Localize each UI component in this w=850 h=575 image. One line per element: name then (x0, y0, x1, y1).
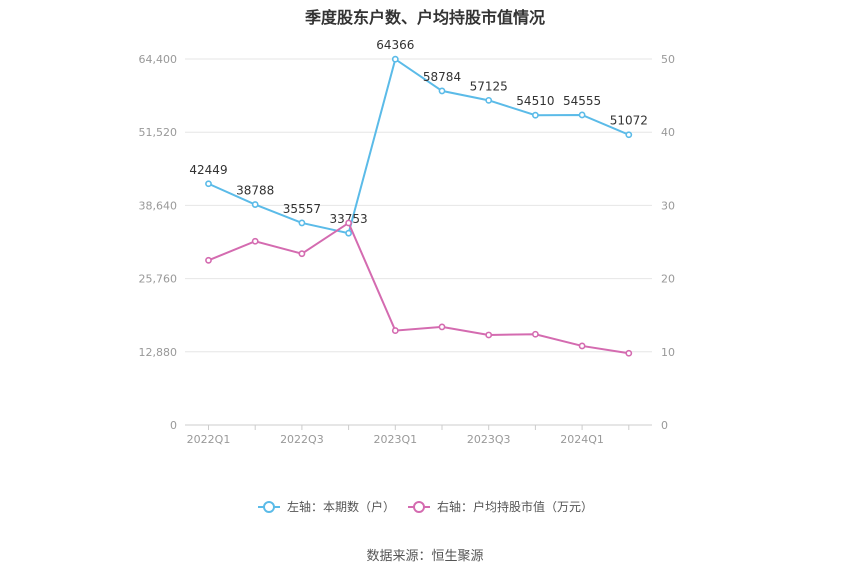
data-label: 57125 (470, 79, 508, 93)
left-series-point (205, 180, 212, 188)
data-source: 数据来源：恒生聚源 (366, 549, 484, 564)
left-series-point (625, 131, 633, 139)
data-label: 33753 (330, 212, 368, 226)
chart-title: 季度股东户数、户均持股市值情况 (304, 8, 545, 27)
legend-item-right-marker (413, 501, 425, 513)
x-axis-tick-label: 2023Q3 (467, 433, 511, 446)
left-series-point (438, 87, 446, 95)
data-label: 42449 (189, 163, 227, 177)
data-label: 64366 (376, 38, 414, 52)
left-axis-tick-label: 38,640 (139, 199, 178, 212)
left-series-point (345, 229, 352, 237)
left-axis-tick-label: 25,760 (139, 273, 178, 286)
left-axis-tick-label: 51,520 (139, 126, 178, 139)
x-axis-ticks: 2022Q1 2022Q3 2023Q1 2023Q3 2024Q1 (187, 425, 630, 446)
data-label: 51072 (610, 114, 648, 128)
right-axis-tick-label: 30 (661, 199, 675, 212)
x-axis-tick-label: 2023Q1 (373, 433, 417, 446)
data-label: 58784 (423, 70, 461, 84)
data-label: 54555 (563, 94, 601, 108)
left-axis-tick-label: 0 (170, 419, 177, 432)
left-series-line (208, 57, 630, 235)
right-series-point (251, 237, 259, 245)
right-series-point (438, 323, 446, 331)
x-axis-tick-label: 2024Q1 (560, 433, 604, 446)
data-label: 35557 (283, 202, 321, 216)
right-series-point (298, 250, 306, 258)
right-series-point (532, 330, 539, 338)
legend-item-left-marker (263, 501, 275, 513)
right-series-point (485, 331, 493, 339)
left-series-point (298, 219, 306, 227)
right-axis-tick-label: 40 (661, 126, 675, 139)
left-series-point (251, 201, 259, 208)
right-axis-tick-label: 50 (661, 53, 675, 66)
data-label: 38788 (236, 184, 274, 198)
x-axis-tick-label: 2022Q1 (187, 433, 231, 446)
right-axis-tick-label: 10 (661, 346, 675, 359)
right-axis-tick-label: 0 (661, 419, 668, 432)
right-series-line (208, 221, 629, 355)
grid-lines (185, 58, 652, 426)
left-series-point (391, 55, 399, 63)
right-series-point (625, 349, 633, 357)
data-label: 54510 (516, 94, 554, 108)
series-group: 42449 38788 35557 33753 64366 58784 57125 54510… (189, 38, 648, 357)
legend-item-left-label: 左轴：本期数（户） (287, 499, 395, 514)
right-series-point (345, 219, 352, 227)
right-axis-tick-label: 20 (661, 273, 675, 286)
right-series-point (578, 342, 586, 350)
left-series-point (578, 111, 586, 119)
right-axis-ticks: 0 10 20 30 40 50 (661, 53, 675, 432)
legend-item-right-label: 右轴：户均持股市值（万元） (437, 499, 593, 514)
right-series-point (391, 327, 399, 334)
left-series-point (485, 96, 493, 104)
right-series-point (205, 256, 212, 264)
left-series-point (532, 111, 539, 119)
x-axis-tick-label: 2022Q3 (280, 433, 324, 446)
left-axis-tick-label: 64,400 (139, 53, 178, 66)
legend: 左轴：本期数（户） 右轴：户均持股市值（万元） (258, 499, 593, 514)
left-axis-tick-label: 12,880 (139, 346, 178, 359)
left-axis-ticks: 0 12,880 25,760 38,640 51,520 64,400 (139, 53, 178, 432)
